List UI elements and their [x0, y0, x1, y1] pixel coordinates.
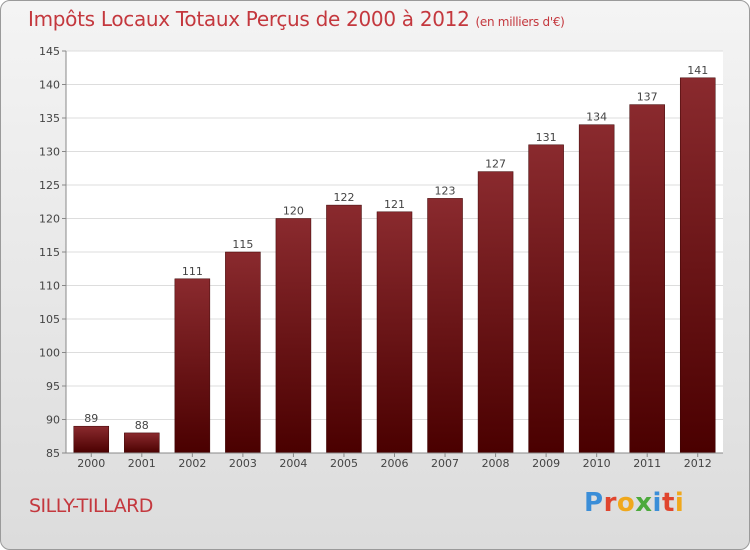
bar [275, 218, 312, 454]
y-tick-label: 120 [39, 213, 60, 226]
x-tick-label: 2004 [279, 457, 307, 470]
logo-letter: r [603, 488, 617, 518]
bar [174, 278, 211, 454]
bar [578, 124, 615, 454]
logo-letter: P [584, 488, 604, 518]
y-tick-label: 110 [39, 280, 60, 293]
bar-value-label: 141 [687, 64, 708, 77]
bar-value-label: 134 [586, 111, 607, 124]
bar-value-label: 89 [84, 412, 98, 425]
y-tick-label: 145 [39, 45, 60, 58]
y-tick-label: 130 [39, 146, 60, 159]
x-tick-label: 2003 [229, 457, 257, 470]
bar [427, 198, 463, 454]
bar-value-label: 122 [333, 191, 354, 204]
y-tick-label: 100 [39, 347, 60, 360]
logo-letter: o [616, 488, 636, 518]
x-tick-label: 2007 [431, 457, 459, 470]
x-tick-label: 2012 [684, 457, 712, 470]
y-tick-label: 115 [39, 246, 60, 259]
x-tick-label: 2000 [77, 457, 105, 470]
bar-value-label: 137 [637, 91, 658, 104]
bar-value-label: 88 [135, 419, 149, 432]
bar [477, 171, 514, 454]
logo-letter: i [674, 488, 685, 518]
y-tick-label: 95 [46, 380, 60, 393]
bar-value-label: 127 [485, 158, 506, 171]
x-tick-label: 2002 [178, 457, 206, 470]
x-tick-label: 2005 [330, 457, 358, 470]
bar-value-label: 111 [182, 265, 203, 278]
commune-name: SILLY-TILLARD [29, 495, 153, 517]
bar [225, 251, 261, 454]
logo-letter: x [635, 488, 653, 518]
x-tick-label: 2008 [482, 457, 510, 470]
bar-value-label: 121 [384, 198, 405, 211]
bar-value-label: 120 [283, 205, 304, 218]
bar [528, 144, 564, 454]
y-tick-label: 105 [39, 313, 60, 326]
chart-subtitle: (en milliers d'€) [475, 15, 565, 29]
bar [124, 432, 160, 454]
bar-value-label: 115 [232, 238, 253, 251]
bar [376, 211, 413, 454]
y-tick-label: 85 [46, 447, 60, 460]
x-tick-label: 2011 [633, 457, 661, 470]
x-tick-label: 2009 [532, 457, 560, 470]
logo-letter: t [661, 488, 675, 518]
bar [679, 77, 716, 454]
bar [73, 425, 110, 454]
y-tick-label: 125 [39, 179, 60, 192]
logo-letter: i [652, 488, 662, 518]
bar [326, 204, 362, 454]
bar [629, 104, 665, 454]
y-tick-label: 90 [46, 414, 60, 427]
y-tick-label: 135 [39, 112, 60, 125]
bar-value-label: 123 [435, 184, 456, 197]
chart-title: Impôts Locaux Totaux Perçus de 2000 à 20… [28, 7, 565, 31]
x-tick-label: 2010 [583, 457, 611, 470]
proxiti-logo: Proxiti [584, 488, 684, 518]
y-tick-label: 140 [39, 79, 60, 92]
x-tick-label: 2001 [128, 457, 156, 470]
bar-value-label: 131 [536, 131, 557, 144]
x-tick-label: 2006 [381, 457, 409, 470]
